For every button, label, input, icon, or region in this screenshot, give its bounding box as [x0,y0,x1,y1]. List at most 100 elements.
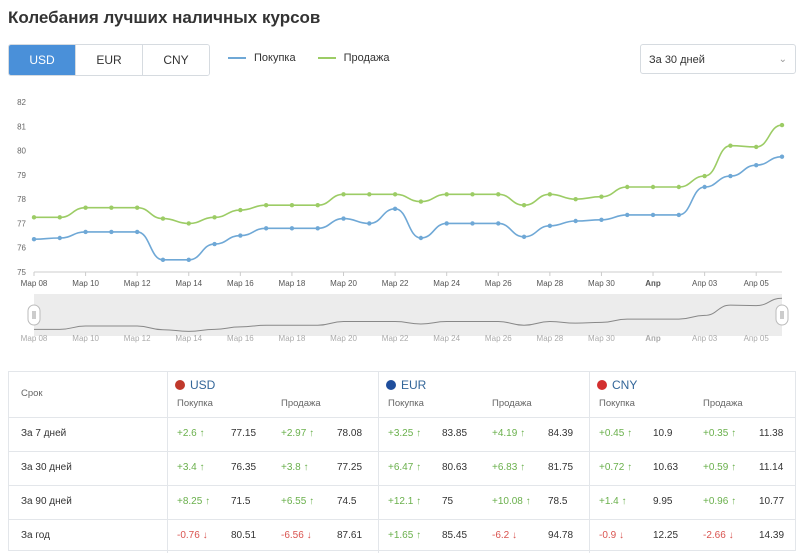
tab-eur[interactable]: EUR [76,45,143,75]
buy-point [31,237,37,242]
navigator-tick-label: Мар 10 [72,334,99,343]
sell-change: -2.66 ↓ [703,530,734,541]
navigator-tick-label: Мар 22 [382,334,409,343]
buy-change: +12.1 ↑ [388,496,422,507]
sell-point [754,144,759,150]
sell-point [367,192,372,197]
x-tick-label: Апр 03 [692,279,718,288]
buy-point [263,226,269,231]
currency-tabs: USD EUR CNY [8,44,210,76]
sell-change: +0.96 ↑ [703,496,737,507]
buy-point [754,162,759,168]
tab-cny[interactable]: CNY [143,45,209,75]
sell-point [289,203,295,208]
buy-point [676,212,682,218]
buy-point [238,233,243,238]
sell-value: 14.39 [759,530,785,541]
navigator-tick-label: Мар 18 [279,334,306,343]
buy-point [650,212,656,218]
legend-buy-label: Покупка [254,52,296,64]
sell-point [496,192,501,197]
buy-subheader: Покупка [599,398,635,409]
x-tick-label: Апр [645,279,661,288]
buy-change: +6.47 ↑ [388,462,422,473]
buy-change: -0.76 ↓ [177,530,208,541]
x-tick-label: Мар 12 [124,279,151,288]
buy-point [418,235,424,241]
sell-point [160,216,166,221]
sell-value: 87.61 [337,530,363,541]
tab-usd[interactable]: USD [9,45,76,75]
range-handle-right[interactable] [775,304,789,326]
range-navigator [34,294,782,336]
buy-point [728,173,733,179]
buy-point [573,218,578,224]
table-row: За 90 дней +8.25 ↑ 71.5 +6.55 ↑ 74.5 +12.1 ↑ 7… [9,485,795,520]
buy-change: +0.45 ↑ [599,428,633,439]
table-header: Срок USD Покупка Продажа EUR Покупка Про… [9,372,795,418]
sell-value: 11.14 [759,462,784,473]
buy-point [496,221,501,226]
sell-change: +3.8 ↑ [281,462,309,473]
range-handle-left[interactable] [27,304,41,326]
navigator-tick-label: Мар 24 [433,334,460,343]
buy-point [392,206,398,212]
buy-value: 77.15 [231,428,257,439]
sell-change: +0.35 ↑ [703,428,737,439]
rates-chart: 75 76 77 78 79 80 81 82 Мар 08 Мар 10 Мар 12 Мар 14… [17,98,789,343]
x-tick-label: Апр 05 [744,279,770,288]
buy-change: +2.6 ↑ [177,428,205,439]
sell-point [676,184,682,190]
sell-point [599,194,604,199]
y-tick-label: 80 [17,147,26,156]
buy-value: 80.63 [442,462,468,473]
sell-point [573,196,578,202]
buy-point [109,229,114,235]
buy-value: 76.35 [231,462,257,473]
sell-point [470,192,475,197]
y-tick-label: 79 [17,171,26,180]
table-row: За 30 дней +3.4 ↑ 76.35 +3.8 ↑ 77.25 +6.47 ↑ 8… [9,451,795,486]
navigator-tick-label: Апр [645,334,661,343]
navigator-tick-label: Апр 03 [692,334,718,343]
buy-value: 71.5 [231,496,251,507]
sell-series-line [33,124,783,225]
x-tick-label: Мар 24 [433,279,460,288]
sell-value: 10.77 [759,496,785,507]
legend-buy[interactable]: Покупка [228,52,296,64]
buy-point [599,217,604,222]
currency-header-cny: CNY [597,378,637,392]
navigator-tick-label: Мар 26 [485,334,512,343]
buy-point [134,229,140,235]
page-title: Колебания лучших наличных курсов [8,8,321,27]
sell-point [779,122,785,128]
sell-point [521,203,527,208]
chevron-down-icon: ⌄ [778,54,787,65]
legend-sell[interactable]: Продажа [317,52,390,64]
buy-point [444,221,449,226]
sell-value: 11.38 [759,428,784,439]
sell-point [341,192,346,197]
buy-change: +1.4 ↑ [599,496,627,507]
rates-table: Срок USD Покупка Продажа EUR Покупка Про… [8,371,796,553]
buy-point [83,229,88,235]
period-select[interactable]: За 30 дней ⌄ [640,44,796,74]
buy-change: +3.25 ↑ [388,428,422,439]
sell-point [315,203,320,208]
y-tick-label: 76 [17,244,26,253]
navigator-tick-label: Мар 30 [588,334,615,343]
x-tick-label: Мар 10 [72,279,99,288]
x-tick-label: Мар 14 [175,279,202,288]
sell-subheader: Продажа [281,398,321,409]
sell-value: 94.78 [548,530,574,541]
legend-buy-swatch [228,57,246,59]
sell-point [392,192,398,197]
cn-flag-icon [597,380,607,390]
buy-value: 80.51 [231,530,257,541]
buy-point [367,221,372,226]
x-tick-label: Мар 20 [330,279,357,288]
sell-point [650,184,656,190]
buy-point [315,226,320,231]
legend-sell-label: Продажа [343,52,390,64]
sell-point [547,192,553,197]
